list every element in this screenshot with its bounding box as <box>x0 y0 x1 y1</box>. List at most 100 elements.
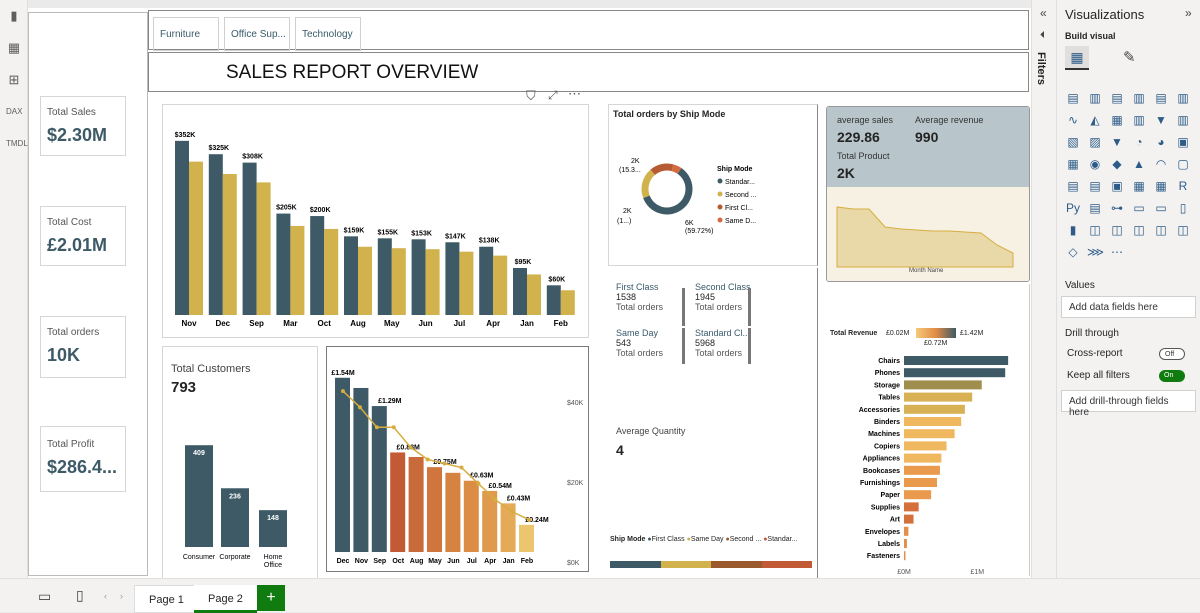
report-view-icon[interactable]: ▮ <box>10 8 18 23</box>
visual-type-icon[interactable]: ∿ <box>1067 113 1079 127</box>
visual-type-icon[interactable]: ⊶ <box>1111 201 1123 215</box>
visual-type-icon[interactable]: ▥ <box>1133 113 1145 127</box>
visual-type-icon[interactable]: ◆ <box>1112 157 1122 171</box>
model-view-icon[interactable]: ⊞ <box>8 72 20 87</box>
visual-type-icon[interactable]: ⋙ <box>1087 245 1105 259</box>
subcategory-bar <box>904 490 932 500</box>
x-tick-label: Sep <box>373 558 386 565</box>
profit-point <box>527 517 532 522</box>
visual-type-icon[interactable]: ▤ <box>1111 91 1123 105</box>
visual-type-icon[interactable]: ▤ <box>1089 179 1101 193</box>
visual-type-icon[interactable]: Py <box>1065 201 1080 215</box>
more-options-icon[interactable]: ⋯ <box>568 86 581 101</box>
bar-cost <box>290 225 305 315</box>
format-visual-icon[interactable]: ✎ <box>1123 49 1136 66</box>
next-page-icon[interactable]: › <box>120 591 123 601</box>
visual-type-icon[interactable]: ▤ <box>1089 201 1101 215</box>
desktop-layout-icon[interactable]: ▭ <box>38 588 52 604</box>
visual-type-icon[interactable]: ◫ <box>1155 223 1167 237</box>
slicer-furniture[interactable]: Furniture <box>153 17 219 51</box>
stat-sub: Total orders <box>695 348 743 358</box>
dax-query-icon[interactable]: DAX <box>6 107 23 116</box>
visual-type-icon[interactable]: ▤ <box>1155 91 1167 105</box>
subcategory-bar <box>904 502 919 512</box>
visual-type-icon[interactable]: ▥ <box>1089 91 1101 105</box>
visual-type-icon[interactable]: ▦ <box>1155 179 1167 193</box>
x-tick-label: Corporate <box>219 554 250 561</box>
drill-through-well[interactable]: Add drill-through fields here <box>1061 390 1196 418</box>
collapse-icon[interactable]: « <box>1040 6 1047 20</box>
keep-filters-toggle[interactable]: On <box>1159 370 1185 382</box>
slicer-technology[interactable]: Technology <box>295 17 361 51</box>
data-label: £0.88M <box>397 444 421 451</box>
visual-type-icon[interactable]: ▤ <box>1067 91 1079 105</box>
visual-type-icon[interactable]: ▭ <box>1155 201 1167 215</box>
bar-cost <box>222 174 237 315</box>
collapse-viz-icon[interactable]: » <box>1185 6 1192 20</box>
visual-type-icon[interactable]: ▼ <box>1155 113 1167 127</box>
visual-type-icon[interactable]: ◫ <box>1089 223 1101 237</box>
visual-type-icon[interactable]: ◉ <box>1089 157 1101 171</box>
subcategory-bar <box>904 539 907 548</box>
tab-page-1[interactable]: Page 1 <box>134 585 199 613</box>
visual-type-icon[interactable]: ◫ <box>1133 223 1145 237</box>
cross-report-toggle[interactable]: Off <box>1159 348 1185 360</box>
profit-point <box>493 497 498 502</box>
x-tick-label: Oct <box>318 319 332 328</box>
visual-type-icon[interactable]: ◫ <box>1111 223 1123 237</box>
visual-type-icon[interactable]: ◫ <box>1177 223 1189 237</box>
y-tick-label: Labels <box>878 541 900 548</box>
visual-type-icon[interactable]: ◠ <box>1155 157 1167 171</box>
filters-pane-collapsed[interactable]: « ⏴ Filters <box>1031 0 1057 578</box>
stat-standard-class: Standard Cl... 5968 Total orders <box>695 328 755 358</box>
slicer-office-supplies[interactable]: Office Sup... <box>224 17 290 51</box>
visual-type-icon[interactable]: ▣ <box>1111 179 1123 193</box>
x-tick-label: Aug <box>410 558 424 565</box>
ship-legend-bottom: Ship Mode ●First Class ●Same Day ●Second… <box>610 536 797 543</box>
mobile-layout-icon[interactable]: ▯ <box>76 587 84 603</box>
visual-type-icon[interactable]: ◕ <box>1157 135 1165 149</box>
visual-type-icon[interactable]: ▭ <box>1133 201 1145 215</box>
ship-mode-card: Total orders by Ship Mode 2K (15.3... 2K (1… <box>608 104 818 266</box>
tab-page-2[interactable]: Page 2 <box>194 585 257 613</box>
x-tick-label: Nov <box>181 319 197 328</box>
visual-type-icon[interactable]: ▧ <box>1067 135 1079 149</box>
visual-type-icon[interactable]: ▼ <box>1111 135 1123 149</box>
visual-type-icon[interactable]: ▦ <box>1111 113 1123 127</box>
visual-type-icon[interactable]: ▦ <box>1133 179 1145 193</box>
visual-type-icon[interactable]: ▣ <box>1177 135 1189 149</box>
subcategory-bar <box>904 514 914 524</box>
add-page-button[interactable]: + <box>257 585 285 611</box>
x-tick-label: Dec <box>215 319 230 328</box>
legend-item: Standar... <box>725 179 755 186</box>
avg-sales-label: average sales <box>837 115 894 125</box>
drill-through-label: Drill through <box>1065 328 1119 339</box>
build-visual-icon[interactable]: ▦ <box>1065 46 1089 70</box>
focus-mode-icon[interactable]: ⤢ <box>548 88 558 102</box>
visual-type-icon[interactable]: ◭ <box>1090 113 1100 127</box>
table-view-icon[interactable]: ▦ <box>7 40 21 55</box>
filters-label[interactable]: Filters <box>1035 52 1047 86</box>
visual-type-icon[interactable]: ▮ <box>1069 223 1077 237</box>
subcategory-bar <box>904 526 909 536</box>
visual-type-icon[interactable]: ◇ <box>1068 245 1078 259</box>
visual-type-icon[interactable]: ▯ <box>1179 201 1187 215</box>
visual-type-icon[interactable]: ▥ <box>1177 113 1189 127</box>
data-label: $308K <box>242 154 263 161</box>
stat-second-class: Second Class 1945 Total orders <box>695 282 755 312</box>
visual-type-icon[interactable]: ▨ <box>1089 135 1101 149</box>
visual-type-icon[interactable]: ▲ <box>1133 157 1145 171</box>
tmdl-view-icon[interactable]: TMDL <box>6 139 28 148</box>
visual-type-icon[interactable]: ◔ <box>1135 135 1143 149</box>
visual-type-icon[interactable]: ▥ <box>1177 91 1189 105</box>
visual-type-icon[interactable]: ▦ <box>1067 157 1079 171</box>
visual-type-icon[interactable]: ⋯ <box>1111 245 1123 259</box>
filter-icon[interactable]: ⛉ <box>526 88 536 103</box>
visual-type-icon[interactable]: ▥ <box>1133 91 1145 105</box>
prev-page-icon[interactable]: ‹ <box>104 591 107 601</box>
visual-type-icon[interactable]: ▢ <box>1177 157 1189 171</box>
visual-type-icon[interactable]: ▤ <box>1067 179 1079 193</box>
values-well[interactable]: Add data fields here <box>1061 296 1196 318</box>
visual-type-icon[interactable]: R <box>1178 179 1188 193</box>
revenue-bar <box>463 480 479 552</box>
